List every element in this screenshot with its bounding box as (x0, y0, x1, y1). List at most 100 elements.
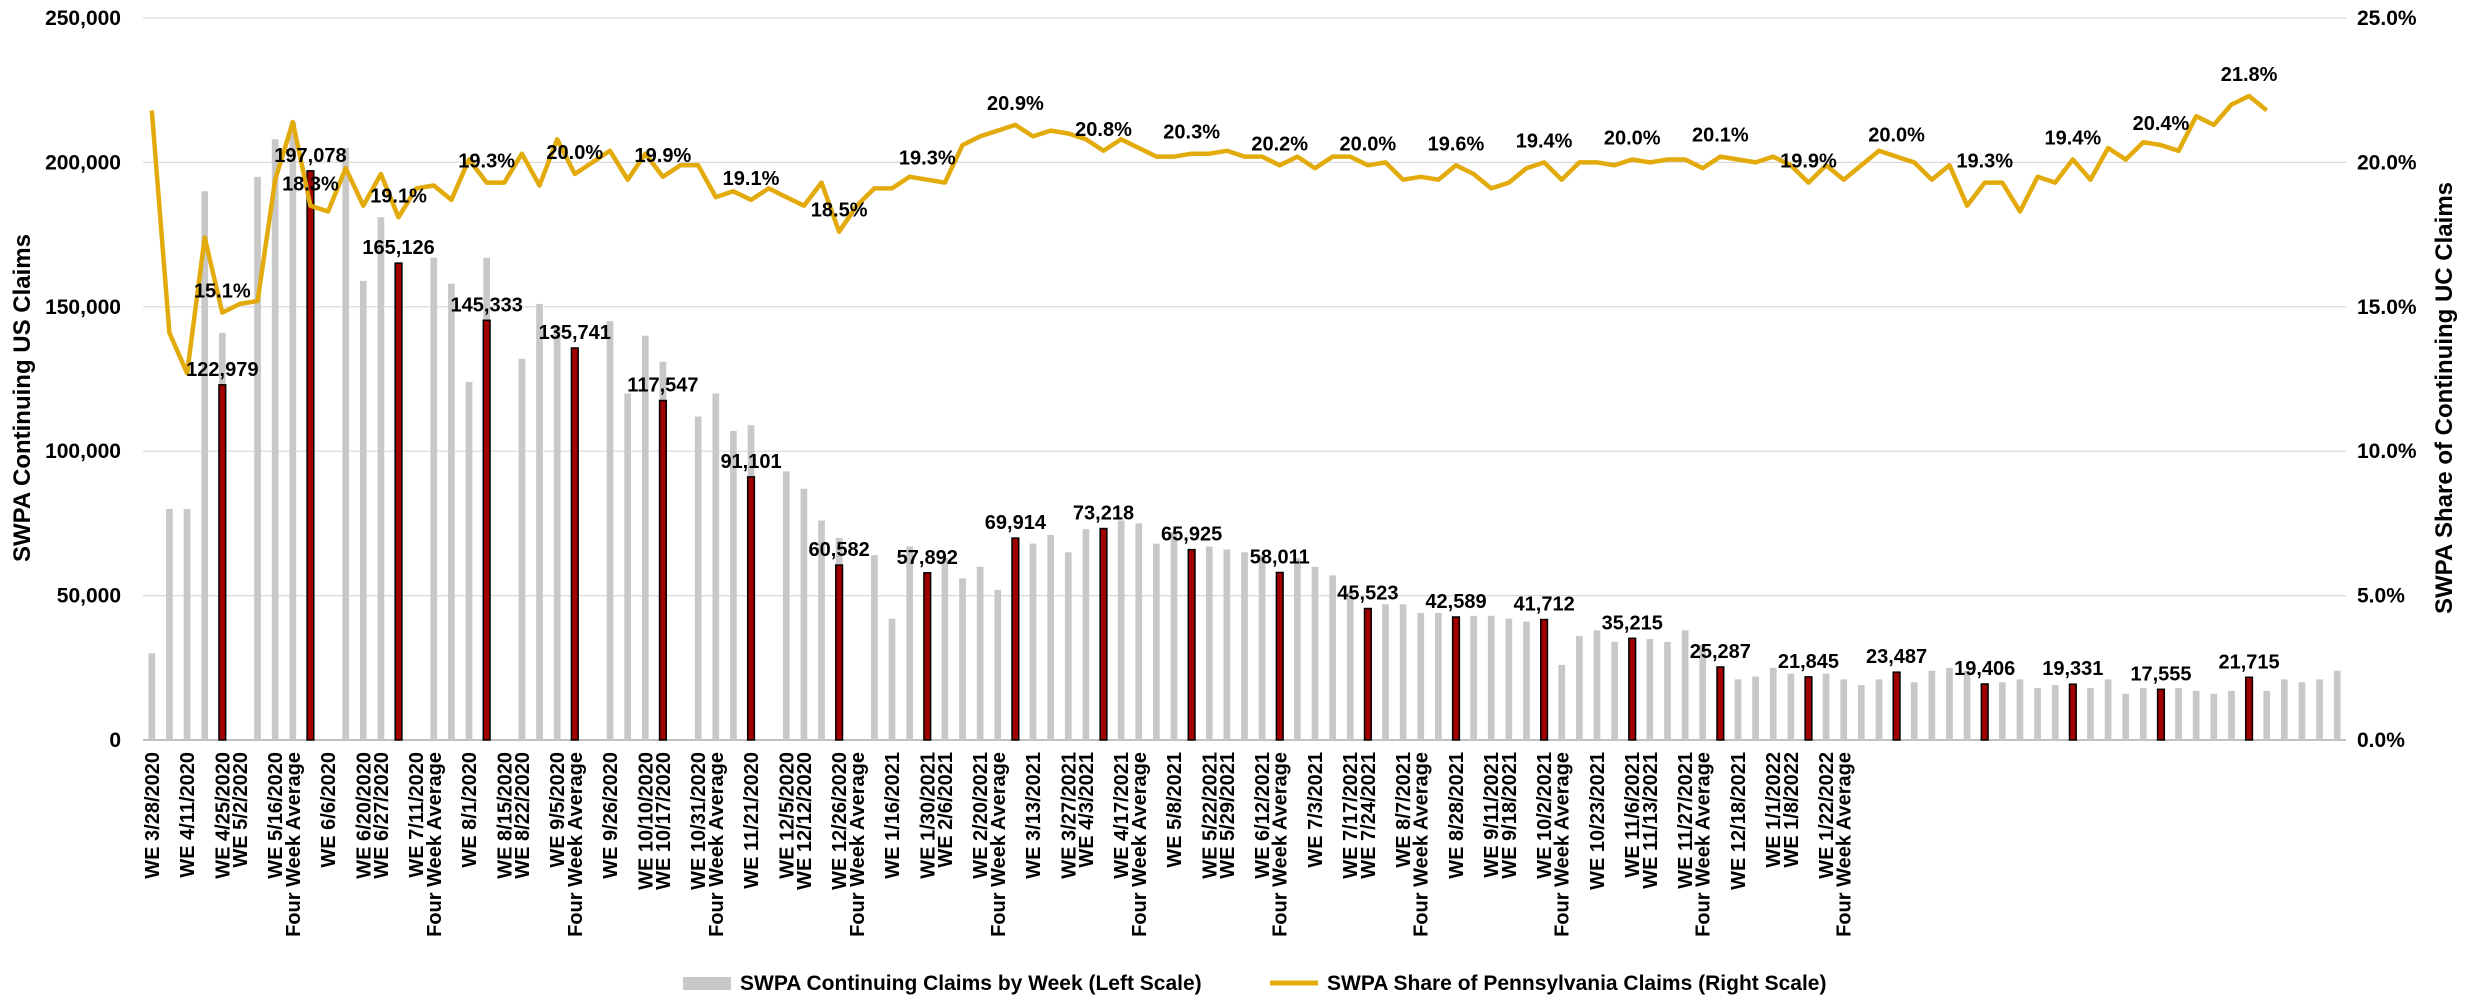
weekly-bars (148, 121, 2341, 741)
x-tick-label: WE 8/28/2021 (1446, 752, 1468, 879)
weekly-bar (1205, 546, 1213, 740)
share-line-label: 18.5% (811, 200, 868, 222)
share-line-label: 19.3% (1956, 151, 2013, 173)
x-tick-label: Four Week Average (706, 752, 728, 937)
share-line-path (149, 93, 2269, 376)
y-tick-left: 200,000 (45, 151, 121, 174)
weekly-bar (1082, 529, 1090, 740)
weekly-bar (1558, 664, 1566, 740)
x-tick-label: Four Week Average (1552, 752, 1574, 937)
y-tick-right: 25.0% (2357, 7, 2417, 30)
weekly-bar (1576, 636, 1583, 740)
average-bar (1540, 618, 1549, 741)
average-bar (923, 572, 932, 741)
y-tick-right: 5.0% (2357, 585, 2405, 608)
weekly-bar (2316, 679, 2323, 740)
x-tick-label: WE 5/2/2020 (230, 752, 252, 868)
weekly-bar (1593, 630, 1601, 740)
weekly-bar (271, 139, 279, 740)
weekly-bar (1241, 552, 1248, 740)
weekly-bar (254, 176, 261, 741)
share-line-label: 20.4% (2133, 113, 2190, 135)
share-line-label: 19.9% (1780, 151, 1837, 173)
average-bar (2068, 683, 2077, 741)
average-bar-label: 45,523 (1337, 583, 1398, 605)
legend-swatch-bars (683, 977, 731, 990)
average-bar (1099, 527, 1108, 741)
weekly-bar (518, 358, 526, 740)
legend-label-line: SWPA Share of Pennsylvania Claims (Right… (1327, 972, 1826, 995)
share-line-label: 20.1% (1692, 125, 1749, 147)
average-bar (1363, 607, 1372, 741)
weekly-bar (1047, 534, 1054, 740)
share-line-label: 20.0% (546, 142, 603, 164)
average-bar (2244, 676, 2254, 741)
weekly-bar (818, 520, 825, 740)
x-tick-label: WE 11/21/2020 (741, 752, 763, 889)
weekly-bar (2139, 688, 2147, 740)
average-bar-label: 17,555 (2130, 663, 2191, 685)
x-tick-label: WE 4/17/2021 (1111, 752, 1133, 879)
x-tick-label: WE 7/3/2021 (1305, 752, 1327, 868)
weekly-bar (1963, 670, 1971, 740)
y-axis-left-title: SWPA Continuing US Claims (9, 234, 36, 562)
weekly-bar (1470, 615, 1477, 740)
weekly-bar (430, 257, 438, 740)
x-tick-label: WE 8/1/2020 (459, 752, 481, 868)
x-tick-label: WE 12/26/2020 (829, 752, 851, 890)
share-line-label: 20.3% (1163, 122, 1220, 144)
x-tick-label: WE 11/13/2021 (1640, 752, 1662, 889)
average-bar (1716, 666, 1725, 741)
weekly-bar (1734, 679, 1742, 740)
x-tick-label: WE 10/17/2020 (653, 752, 675, 890)
y-tick-right: 10.0% (2357, 440, 2417, 463)
weekly-bar (730, 430, 737, 740)
weekly-bar (1769, 667, 1777, 740)
share-line-label: 20.0% (1868, 125, 1925, 147)
average-bar (1275, 571, 1284, 741)
weekly-bar (148, 653, 156, 740)
weekly-bar (1523, 621, 1530, 740)
weekly-bar (553, 327, 561, 740)
weekly-bar (782, 471, 790, 740)
x-tick-label: WE 2/6/2021 (935, 752, 957, 868)
weekly-bar (2210, 693, 2218, 740)
weekly-bar (1399, 604, 1407, 740)
weekly-bar (2175, 688, 2182, 740)
x-tick-label: WE 3/27/2021 (1058, 752, 1080, 879)
weekly-bar (624, 393, 632, 740)
y-tick-left: 150,000 (45, 296, 121, 319)
x-tick-label: Four Week Average (1129, 752, 1151, 937)
average-bar-label: 145,333 (451, 294, 523, 316)
weekly-bar (941, 558, 949, 740)
average-bar (1628, 637, 1637, 741)
weekly-bar (2228, 690, 2235, 740)
average-bar-label: 69,914 (985, 512, 1047, 534)
x-tick-label: WE 5/22/2021 (1199, 752, 1221, 879)
average-bar (835, 564, 844, 741)
weekly-bar (1064, 552, 1072, 740)
x-tick-label: WE 9/26/2020 (600, 752, 622, 879)
weekly-bar (1840, 679, 1848, 740)
weekly-bar (1875, 679, 1883, 740)
x-tick-label: WE 9/5/2020 (547, 752, 569, 868)
x-tick-label: Four Week Average (1693, 752, 1715, 937)
weekly-bar (641, 335, 649, 740)
x-tick-label: WE 11/27/2021 (1675, 752, 1697, 889)
average-bar (1980, 683, 1989, 741)
weekly-bar (289, 121, 297, 740)
weekly-bar (1382, 604, 1389, 740)
average-bar (1011, 537, 1020, 741)
weekly-bar (606, 321, 614, 740)
share-line-label: 21.8% (2221, 64, 2278, 86)
average-bar-label: 57,892 (897, 547, 958, 569)
x-tick-label: WE 8/7/2021 (1393, 752, 1415, 868)
x-tick-label: WE 3/28/2020 (142, 752, 164, 879)
x-tick-label: WE 7/17/2021 (1340, 752, 1362, 879)
weekly-bar (359, 280, 367, 740)
y-tick-right: 20.0% (2357, 151, 2417, 174)
weekly-bar (1029, 543, 1037, 740)
weekly-bar (1611, 641, 1618, 740)
y-tick-left: 50,000 (57, 585, 121, 608)
